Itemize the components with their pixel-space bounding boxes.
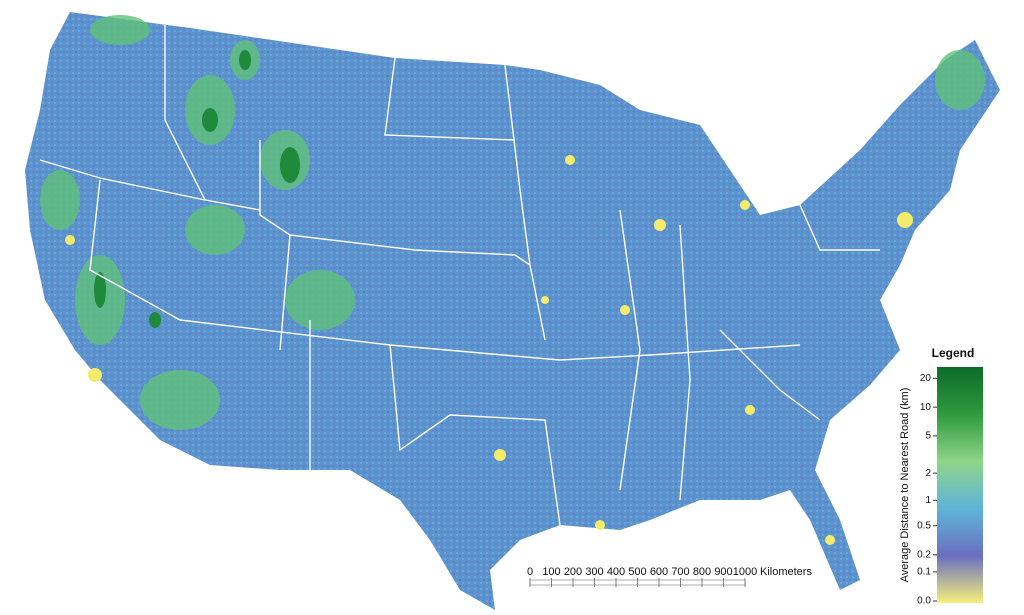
scale-tick-label: 0 (527, 566, 533, 578)
scale-tick-label: 400 (607, 566, 625, 578)
scale-tick-label: 300 (585, 566, 603, 578)
legend-tick-label: 0.0 (917, 596, 931, 607)
scale-unit: Kilometers (760, 566, 812, 578)
legend-tick-label: 10 (920, 402, 932, 413)
scale-bar: 0 100 200 300 400 500 600 700 800 900 1000 Kilomete… (527, 566, 812, 587)
green-areas (40, 15, 985, 430)
legend-tick-label: 0.2 (917, 549, 931, 560)
scale-tick-label: 200 (564, 566, 582, 578)
scale-tick-label: 700 (671, 566, 689, 578)
scale-tick-label: 600 (650, 566, 668, 578)
scale-tick-label: 800 (693, 566, 711, 578)
scale-tick-label: 500 (628, 566, 646, 578)
legend-tick-label: 5 (925, 431, 931, 442)
us-map (25, 12, 1000, 610)
legend-tick-label: 1 (925, 495, 931, 506)
legend-title: Legend (932, 346, 975, 360)
urban-areas (65, 155, 913, 545)
scale-tick-label: 900 (714, 566, 732, 578)
legend-label: Average Distance to Nearest Road (km) (899, 388, 911, 583)
scale-tick-label: 100 (542, 566, 560, 578)
state-borders (39, 25, 880, 526)
legend-tick-label: 0.5 (917, 520, 931, 531)
scale-tick-label: 1000 (733, 566, 757, 578)
color-bar (937, 367, 983, 603)
legend-tick-label: 0.1 (917, 567, 931, 578)
us-outline (25, 12, 1000, 610)
dark-green-areas (94, 50, 300, 328)
legend-tick-label: 20 (920, 373, 932, 384)
legend-tick-label: 2 (925, 468, 931, 479)
legend: Legend Average Distance to Nearest Road … (899, 346, 983, 607)
